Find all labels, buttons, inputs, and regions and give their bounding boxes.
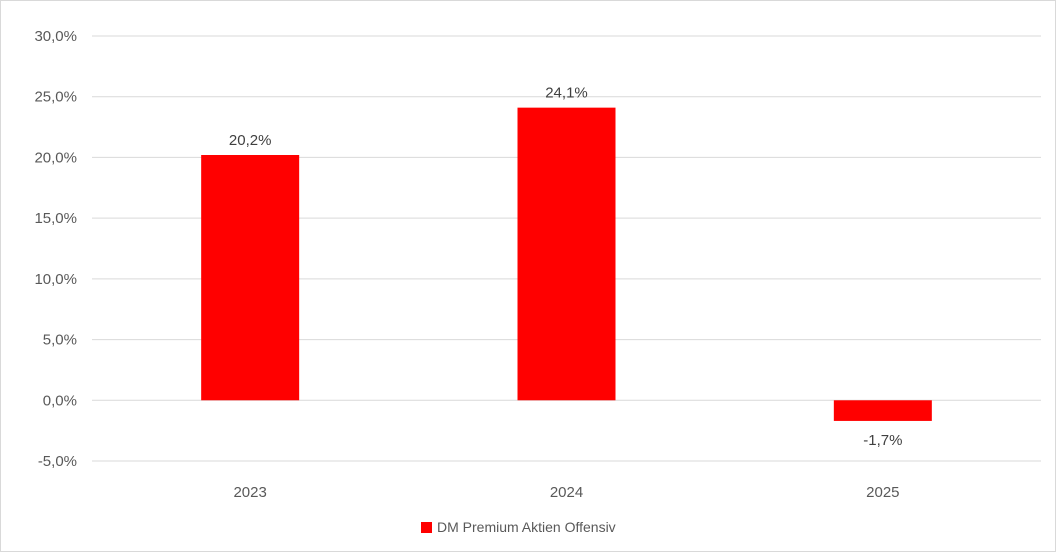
x-tick-label-2025: 2025 [866,484,899,501]
y-tick-label: 5,0% [43,332,77,349]
bar-2025 [833,400,932,421]
data-label-2025: -1,7% [863,432,902,449]
x-tick-label-2024: 2024 [550,484,583,501]
bar-2024 [517,107,616,401]
bar-2023 [201,155,300,401]
y-tick-label: 15,0% [34,210,77,227]
legend-label: DM Premium Aktien Offensiv [437,519,616,535]
x-tick-label-2023: 2023 [233,484,266,501]
y-tick-label: 25,0% [34,89,77,106]
legend: DM Premium Aktien Offensiv [421,519,616,535]
data-label-2023: 20,2% [229,132,272,149]
y-tick-label: 20,0% [34,149,77,166]
y-tick-label: -5,0% [38,453,77,470]
y-axis: 30,0% 25,0% 20,0% 15,0% 10,0% 5,0% 0,0% -5,0% [34,28,77,470]
data-label-2024: 24,1% [545,85,588,102]
legend-swatch [421,522,432,533]
data-labels: 20,2% 24,1% -1,7% [229,85,903,449]
bars [201,107,932,421]
x-axis: 2023 2024 2025 [233,484,899,501]
y-tick-label: 0,0% [43,392,77,409]
y-tick-label: 10,0% [34,271,77,288]
y-tick-label: 30,0% [34,28,77,45]
